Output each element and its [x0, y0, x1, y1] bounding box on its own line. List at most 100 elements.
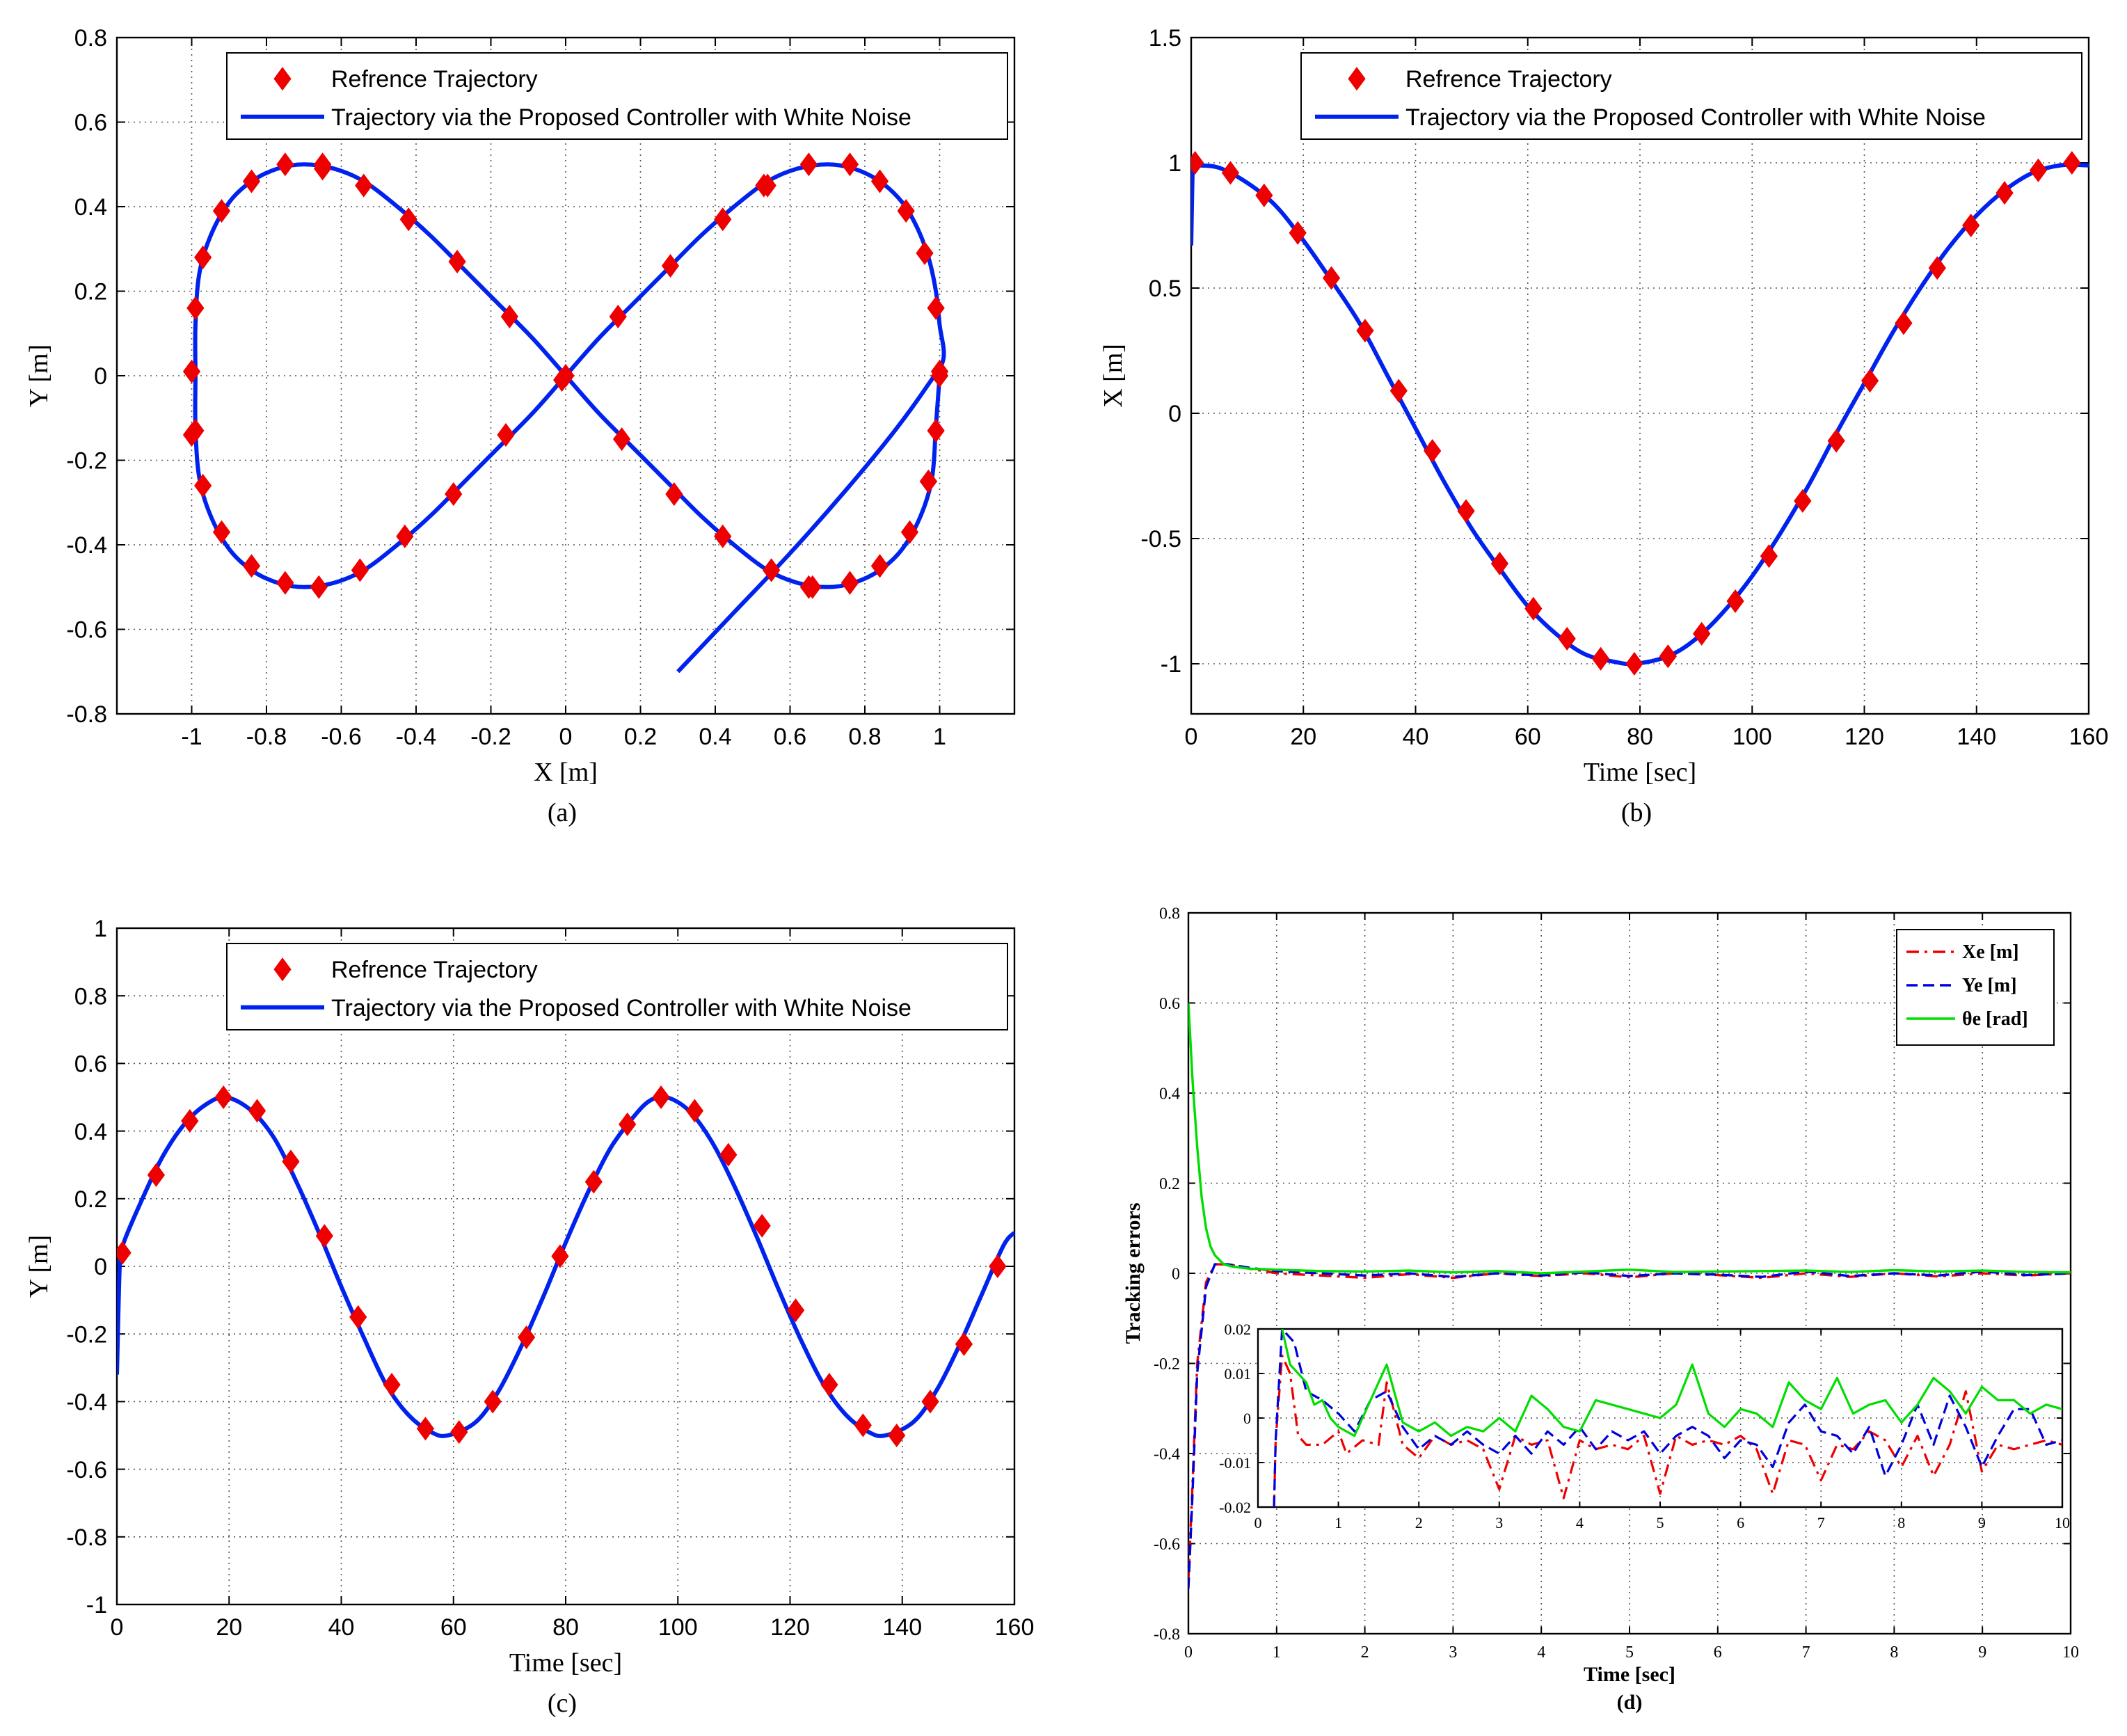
- chart-c-reference-marker: [989, 1254, 1007, 1279]
- chart-b-x-vs-time: 0 20 40 60 80 100 120 140 160 -1 -0.5 0 0.5 1 1.5 Time …: [1099, 25, 2108, 827]
- chart-d-ytick-label: 0: [1172, 1266, 1180, 1284]
- chart-a-xtick-label: 0.4: [699, 724, 731, 750]
- chart-c-ytick-label: -0.4: [66, 1389, 107, 1416]
- chart-a-reference-marker: [900, 520, 919, 544]
- chart-c-reference-marker: [517, 1325, 536, 1350]
- chart-a-xtick-label: -0.4: [396, 724, 437, 750]
- chart-b-reference-marker: [1760, 544, 1778, 568]
- chart-c-reference-marker: [854, 1413, 872, 1438]
- chart-c-xtick-label: 120: [770, 1614, 810, 1641]
- chart-a-xlabel: X [m]: [534, 758, 598, 787]
- chart-b-reference-marker: [1558, 626, 1576, 651]
- chart-c-xtick-label: 0: [111, 1614, 124, 1641]
- chart-a-xtick-label: -0.8: [246, 724, 287, 750]
- chart-a-reference-marker: [665, 482, 683, 507]
- chart-c-reference-marker: [921, 1389, 939, 1414]
- chart-c-y-vs-time: 0 20 40 60 80 100 120 140 160 -1 -0.8 -0.6 -0.4 -0.2 0…: [24, 916, 1034, 1718]
- chart-b-reference-marker: [1356, 319, 1374, 343]
- chart-a-reference-marker: [445, 482, 463, 507]
- chart-c-reference-marker: [753, 1213, 771, 1238]
- chart-d-inset-xtick-label: 10: [2055, 1514, 2070, 1531]
- chart-d-legend-label-theta: θe [rad]: [1962, 1008, 2028, 1030]
- chart-a-legend-box: [226, 52, 1008, 140]
- chart-a-reference-marker: [500, 304, 518, 328]
- chart-a-xtick-label: 1: [933, 724, 946, 750]
- chart-a-xtick-label: -0.2: [470, 724, 511, 750]
- chart-a-ytick-label: 0: [94, 363, 107, 390]
- chart-a-plot-area: [182, 152, 949, 674]
- chart-b-reference-marker: [1827, 429, 1845, 453]
- chart-c-reference-marker: [955, 1332, 973, 1356]
- chart-c-plot-frame: [115, 927, 1016, 1606]
- chart-a-xtick-label: 0: [559, 724, 573, 750]
- chart-b-xtick-label: 120: [1845, 724, 1884, 750]
- chart-b-ylabel: X [m]: [1099, 344, 1128, 408]
- chart-d-inset: 0 1 2 3 4 5 6 7 8 9 10 -0.02 -0.01 0 0.01 0.02: [1219, 1321, 2070, 1531]
- chart-d-series-xe-line: [1188, 1263, 2071, 1580]
- chart-b-legend-box: [1300, 52, 2082, 140]
- chart-b-xtick-label: 100: [1732, 724, 1772, 750]
- chart-a-reference-marker: [927, 418, 945, 443]
- chart-a-reference-marker: [613, 427, 631, 452]
- chart-b-reference-marker: [1289, 221, 1307, 245]
- chart-c-legend-marker-reference: [273, 957, 292, 982]
- chart-a-xtick-label: 0.6: [774, 724, 806, 750]
- chart-d-inset-ytick-label: 0.01: [1225, 1365, 1252, 1383]
- chart-b-reference-marker: [1490, 551, 1509, 576]
- chart-d-xtick-label: 10: [2062, 1643, 2079, 1662]
- chart-a-ytick-label: 0.6: [74, 110, 107, 136]
- chart-a-reference-marker: [182, 423, 201, 447]
- chart-a-ylabel: Y [m]: [24, 344, 54, 407]
- chart-c-xtick-label: 40: [328, 1614, 355, 1641]
- chart-d-inset-series-theta-line: [1281, 1329, 2062, 1438]
- chart-b-xtick-label: 20: [1290, 724, 1316, 750]
- chart-d-ytick-label: -0.4: [1154, 1446, 1180, 1464]
- chart-c-reference-marker: [719, 1142, 738, 1167]
- chart-c-legend-label-tracked: Trajectory via the Proposed Controller w…: [331, 995, 911, 1021]
- chart-d-inset-xtick-label: 9: [1978, 1514, 1986, 1531]
- chart-d-inset-ytick-label: 0: [1243, 1410, 1251, 1427]
- chart-c-reference-marker: [416, 1417, 435, 1441]
- chart-b-reference-marker: [1928, 256, 1946, 280]
- chart-a-reference-marker: [497, 423, 515, 447]
- chart-c-ytick-label: -0.6: [66, 1457, 107, 1483]
- chart-c-ytick-label: -1: [86, 1592, 107, 1618]
- chart-a-reference-marker: [841, 152, 859, 177]
- chart-b-reference-marker: [1726, 589, 1744, 614]
- chart-a-reference-marker: [448, 249, 466, 274]
- chart-c-reference-marker: [551, 1244, 569, 1268]
- chart-a-reference-marker: [212, 199, 231, 223]
- chart-d-legend: Xe [m] Ye [m] θe [rad]: [1896, 929, 2055, 1046]
- chart-a-ytick-label: 0.2: [74, 279, 107, 305]
- chart-c-reference-marker: [786, 1298, 805, 1323]
- chart-b-xtick-label: 140: [1957, 724, 1996, 750]
- chart-a-xtick-label: -1: [181, 724, 202, 750]
- chart-b-reference-marker: [1659, 644, 1677, 669]
- chart-d-ytick-label: -0.2: [1154, 1355, 1180, 1373]
- chart-a-reference-marker: [661, 254, 680, 278]
- chart-d-xtick-label: 1: [1273, 1643, 1281, 1662]
- chart-d-series-theta-line: [1188, 1003, 2071, 1275]
- chart-b-plot-area: [1191, 150, 2089, 676]
- chart-d-legend-label-xe: Xe [m]: [1962, 941, 2019, 963]
- chart-c-ytick-label: 0.8: [74, 983, 107, 1010]
- chart-c-reference-marker: [652, 1085, 670, 1110]
- chart-c-ytick-label: 0: [94, 1254, 107, 1280]
- chart-d-xtick-label: 3: [1449, 1643, 1457, 1662]
- chart-a-reference-marker: [186, 296, 205, 320]
- chart-d-inset-ytick-label: 0.02: [1225, 1321, 1252, 1338]
- chart-a-legend-marker-reference: [273, 67, 292, 91]
- chart-d-xtick-label: 6: [1714, 1643, 1722, 1662]
- chart-b-ytick-label: 1.5: [1149, 25, 1181, 51]
- chart-b-caption: (b): [1621, 798, 1652, 827]
- chart-a-xtick-label: 0.2: [624, 724, 657, 750]
- chart-c-legend: Refrence Trajectory Trajectory via the Pr…: [226, 943, 1008, 1030]
- chart-c-xtick-label: 60: [440, 1614, 467, 1641]
- chart-d-xtick-label: 9: [1978, 1643, 1986, 1662]
- chart-d-xtick-label: 7: [1802, 1643, 1810, 1662]
- chart-a-reference-marker: [897, 199, 915, 223]
- chart-d-inset-ytick-label: -0.01: [1219, 1454, 1251, 1472]
- chart-a-reference-marker: [916, 241, 934, 265]
- chart-d-ytick-label: 0.6: [1159, 995, 1180, 1013]
